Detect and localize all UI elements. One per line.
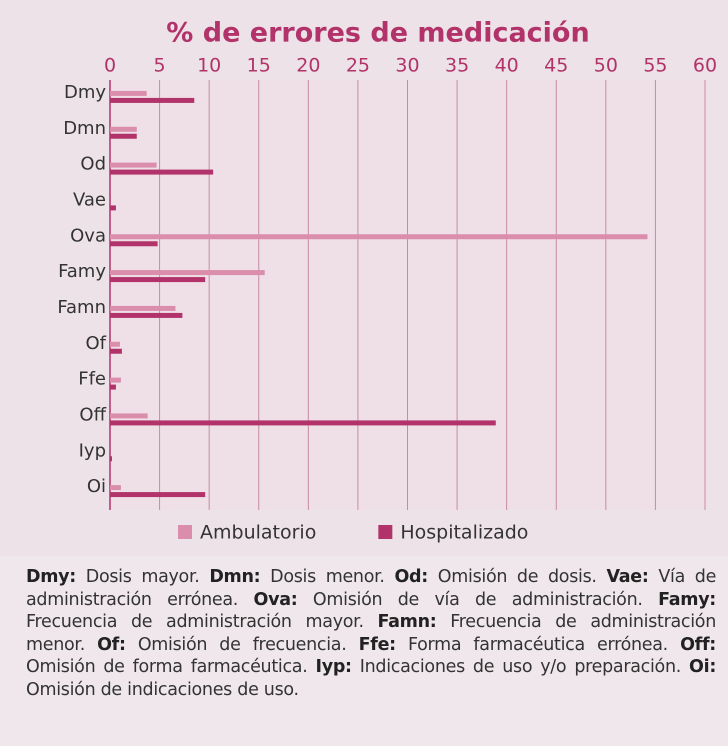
y-tick-label: Famn bbox=[57, 297, 106, 318]
note-text: Omisión de dosis. bbox=[438, 567, 597, 587]
y-tick-label: Iyp bbox=[79, 440, 106, 461]
bar bbox=[110, 420, 496, 425]
legend-swatch bbox=[178, 525, 192, 539]
bar bbox=[110, 91, 147, 96]
note-term: Od: bbox=[394, 567, 428, 587]
legend-label: Ambulatorio bbox=[200, 522, 316, 544]
bar bbox=[110, 127, 137, 132]
bar bbox=[110, 385, 116, 390]
page: {"chart_data":{"type":"hbar","title":"% … bbox=[0, 0, 728, 746]
x-tick-label: 45 bbox=[544, 55, 568, 77]
note-term: Famy: bbox=[658, 590, 716, 610]
bar bbox=[110, 378, 121, 383]
x-tick-label: 0 bbox=[104, 55, 116, 77]
bar bbox=[110, 205, 116, 210]
x-tick-label: 35 bbox=[445, 55, 469, 77]
note-text: Omisión de frecuencia. bbox=[138, 635, 347, 655]
bar bbox=[110, 134, 137, 139]
chart-title: % de errores de medicación bbox=[166, 18, 589, 49]
note-term: Dmy: bbox=[26, 567, 76, 587]
bar bbox=[110, 234, 647, 239]
note-text: Dosis menor. bbox=[270, 567, 385, 587]
x-tick-label: 25 bbox=[346, 55, 370, 77]
note-term: Of: bbox=[97, 635, 126, 655]
x-tick-label: 30 bbox=[395, 55, 419, 77]
y-tick-label: Famy bbox=[58, 261, 106, 282]
y-tick-label: Ffe bbox=[78, 369, 106, 390]
x-tick-label: 40 bbox=[495, 55, 519, 77]
note-term: Famn: bbox=[378, 612, 437, 632]
footnote: Dmy: Dosis mayor. Dmn: Dosis menor. Od: … bbox=[26, 566, 716, 701]
bar bbox=[110, 349, 122, 354]
legend-swatch bbox=[378, 525, 392, 539]
y-tick-label: Od bbox=[80, 154, 106, 175]
bar bbox=[110, 98, 194, 103]
note-text: Omisión de indicaciones de uso. bbox=[26, 680, 299, 700]
bar bbox=[110, 277, 205, 282]
note-text: Forma farmacéutica errónea. bbox=[408, 635, 668, 655]
y-tick-label: Vae bbox=[73, 189, 106, 210]
note-text: Omisión de vía de administración. bbox=[313, 590, 643, 610]
note-text: Frecuencia de administración mayor. bbox=[26, 612, 364, 632]
note-text: Indicaciones de uso y/o preparación. bbox=[360, 657, 681, 677]
note-term: Ffe: bbox=[359, 635, 396, 655]
x-tick-label: 55 bbox=[643, 55, 667, 77]
note-term: Off: bbox=[680, 635, 716, 655]
bar bbox=[110, 270, 265, 275]
note-text: Dosis mayor. bbox=[86, 567, 200, 587]
x-tick-label: 10 bbox=[197, 55, 221, 77]
x-tick-label: 5 bbox=[154, 55, 166, 77]
bar bbox=[110, 342, 120, 347]
note-term: Ova: bbox=[254, 590, 298, 610]
y-tick-label: Ova bbox=[70, 225, 106, 246]
x-tick-label: 60 bbox=[693, 55, 717, 77]
bar bbox=[110, 413, 148, 418]
note-term: Oi: bbox=[689, 657, 716, 677]
x-tick-label: 15 bbox=[247, 55, 271, 77]
y-tick-label: Oi bbox=[87, 476, 106, 497]
note-text: Omisión de forma farmacéutica. bbox=[26, 657, 307, 677]
y-tick-label: Of bbox=[85, 333, 106, 354]
legend-label: Hospitalizado bbox=[400, 522, 528, 544]
bar bbox=[110, 163, 157, 168]
note-term: Dmn: bbox=[209, 567, 260, 587]
bar bbox=[110, 313, 182, 318]
note-term: Iyp: bbox=[316, 657, 352, 677]
x-tick-label: 20 bbox=[296, 55, 320, 77]
chart: % de errores de medicación 0 5 10 15 20 25 30 3… bbox=[0, 0, 728, 556]
bar bbox=[110, 170, 213, 175]
note-term: Vae: bbox=[606, 567, 648, 587]
y-tick-label: Dmn bbox=[63, 118, 106, 139]
bar bbox=[110, 241, 158, 246]
bar bbox=[110, 492, 205, 497]
y-tick-label: Off bbox=[79, 404, 106, 425]
y-tick-label: Dmy bbox=[64, 82, 106, 103]
bar bbox=[110, 485, 121, 490]
bar bbox=[110, 456, 112, 461]
bar bbox=[110, 306, 175, 311]
x-tick-label: 50 bbox=[594, 55, 618, 77]
